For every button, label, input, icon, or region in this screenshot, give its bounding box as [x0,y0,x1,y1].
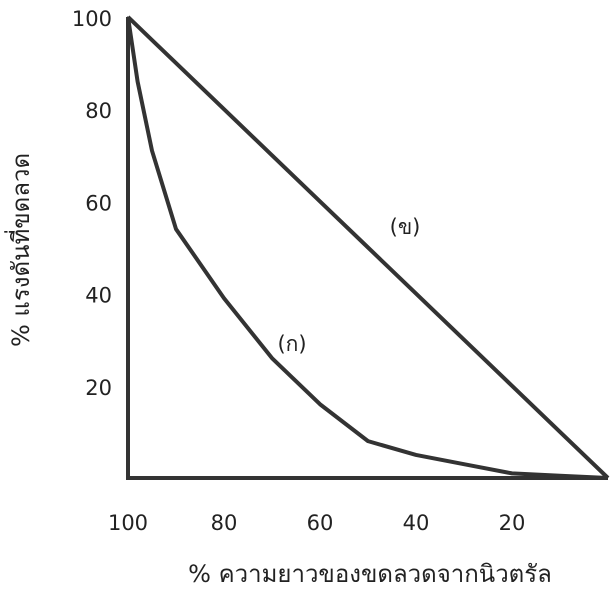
x-tick-label: 20 [499,511,526,535]
x-axis-label: % ความยาวของขดลวดจากนิวตรัล [188,560,552,588]
x-tick-label: 100 [108,511,148,535]
y-tick-label: 60 [85,191,112,215]
series-label: (ก) [277,332,306,356]
y-axis-label: % แรงดันที่ขดลวด [4,153,35,347]
y-tick-label: 80 [85,99,112,123]
x-tick-label: 40 [403,511,430,535]
y-tick-label: 20 [85,376,112,400]
x-tick-label: 60 [307,511,334,535]
chart: % ความยาวของขดลวดจากนิวตรัล % แรงดันที่ข… [0,0,613,590]
series-label: (ข) [390,215,421,239]
x-tick-label: 80 [211,511,238,535]
y-tick-label: 40 [85,284,112,308]
series-line [128,17,608,478]
y-tick-label: 100 [72,7,112,31]
